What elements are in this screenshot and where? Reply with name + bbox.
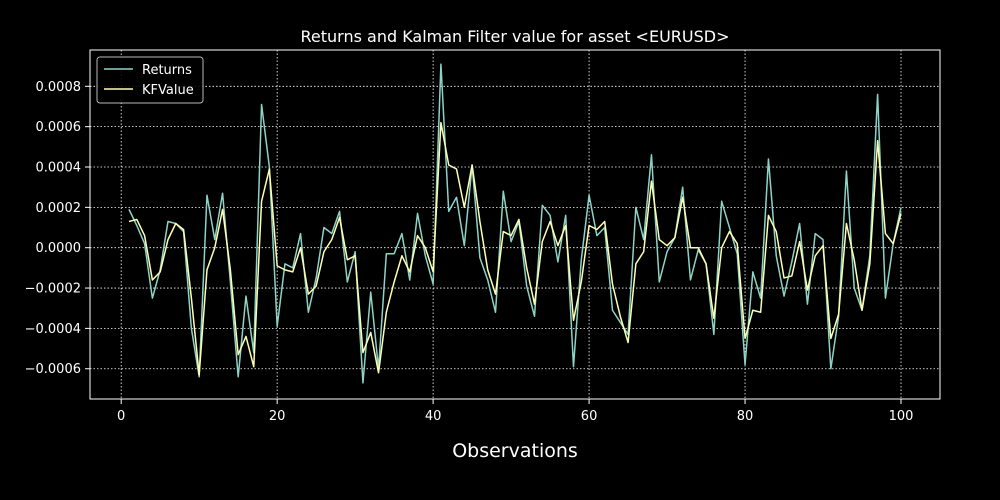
x-tick-label: 100: [889, 409, 914, 424]
x-tick-label: 80: [737, 409, 754, 424]
x-tick-label: 60: [581, 409, 598, 424]
x-tick-label: 40: [425, 409, 442, 424]
y-tick-label: 0.0004: [36, 161, 82, 176]
y-axis: −0.0006 −0.0004 −0.0002 0.0000 0.0002 0.0004 0…: [25, 80, 90, 377]
series-line-returns: [128, 63, 902, 384]
y-tick-label: −0.0004: [25, 322, 81, 337]
plot-frame: [89, 49, 941, 400]
x-tick-label: 20: [269, 409, 286, 424]
x-axis-label: Observations: [452, 440, 578, 462]
series-line-kfvalue: [128, 121, 902, 376]
y-tick-label: 0.0006: [36, 120, 82, 135]
legend: Returns KFValue: [96, 56, 204, 104]
y-tick-label: −0.0002: [25, 282, 81, 297]
series-lines: [128, 63, 902, 384]
y-tick-label: 0.0000: [36, 241, 82, 256]
x-tick-label: 0: [117, 409, 125, 424]
legend-label-kfvalue: KFValue: [142, 83, 194, 98]
x-axis: 0 20 40 60 80 100: [117, 399, 913, 424]
chart-title: Returns and Kalman Filter value for asse…: [301, 27, 730, 46]
y-tick-label: 0.0008: [36, 80, 82, 95]
y-tick-label: 0.0002: [36, 201, 82, 216]
y-tick-label: −0.0006: [25, 362, 81, 377]
legend-label-returns: Returns: [142, 63, 192, 78]
